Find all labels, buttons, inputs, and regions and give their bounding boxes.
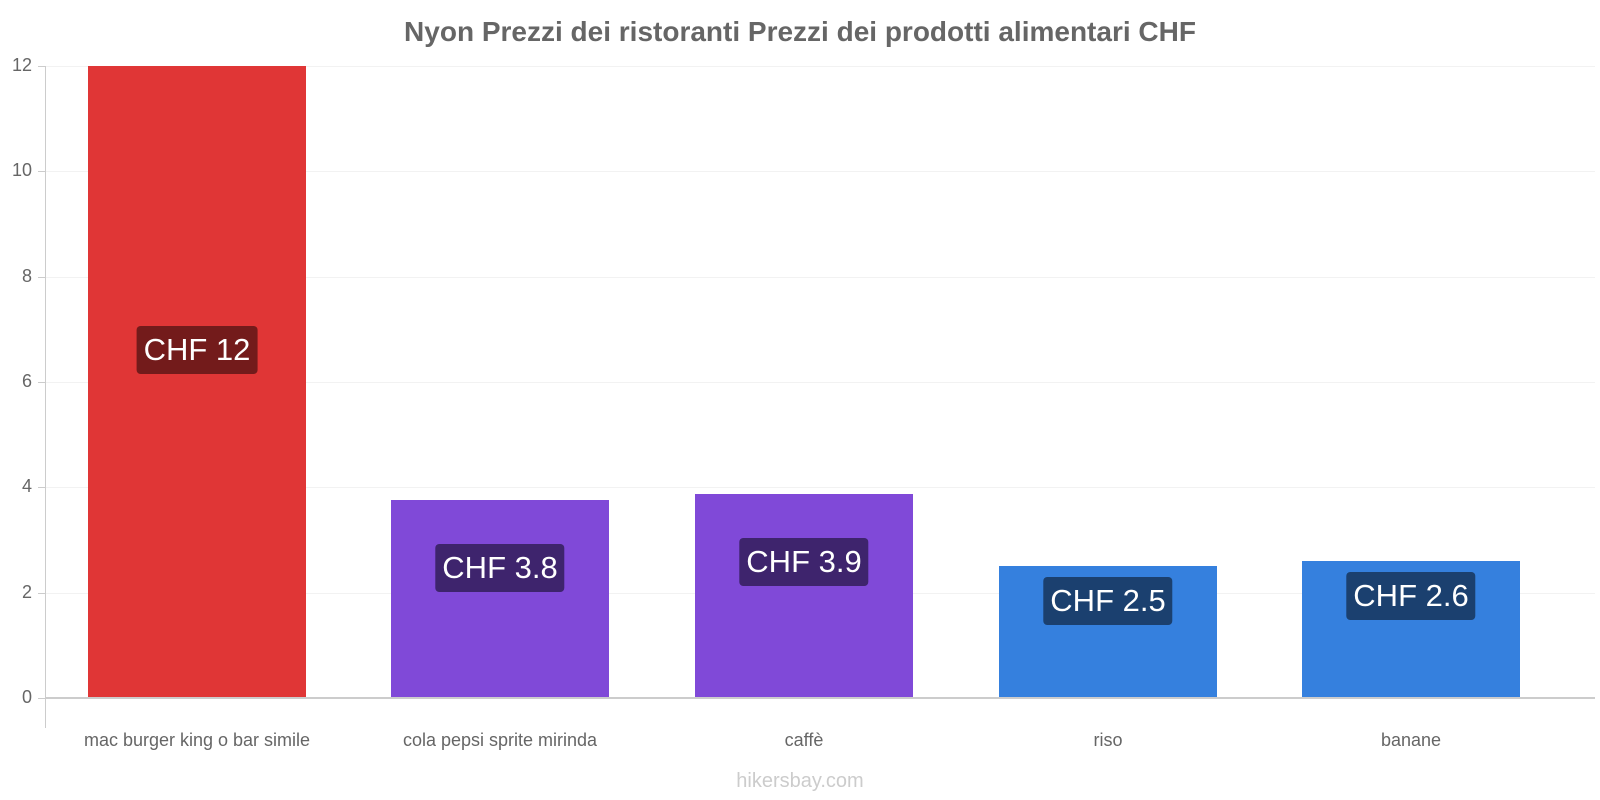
- bar-value-label: CHF 2.5: [1043, 577, 1173, 626]
- x-tick-label: mac burger king o bar simile: [83, 730, 311, 750]
- chart-title: Nyon Prezzi dei ristoranti Prezzi dei pr…: [404, 16, 1196, 47]
- y-tick-label: 8: [21, 265, 32, 286]
- y-tick-mark: [38, 276, 45, 278]
- y-tick-mark: [38, 698, 45, 699]
- y-tick-label: 10: [11, 160, 32, 181]
- bar: [695, 494, 913, 698]
- x-tick-label: riso: [1093, 730, 1123, 750]
- gridline: [45, 66, 1595, 67]
- y-tick-mark: [38, 487, 45, 489]
- y-tick-label: 4: [21, 476, 32, 497]
- bar: [88, 66, 306, 698]
- gridline: [45, 487, 1595, 489]
- y-tick-label: 0: [21, 687, 32, 707]
- y-tick-mark: [38, 171, 45, 173]
- y-tick-label: 6: [21, 371, 32, 391]
- x-axis-line: [45, 697, 1595, 699]
- x-tick-label: caffè: [784, 730, 824, 750]
- bar-value-label: CHF 2.6: [1346, 572, 1476, 621]
- y-tick-mark: [38, 382, 45, 383]
- gridline: [45, 171, 1595, 173]
- bar: [391, 499, 609, 698]
- gridline: [45, 276, 1595, 278]
- x-tick-label: cola pepsi sprite mirinda: [402, 730, 598, 750]
- y-tick-label: 12: [11, 55, 32, 75]
- y-axis-line: [45, 66, 46, 728]
- x-tick-label: banane: [1380, 730, 1442, 750]
- gridline: [45, 382, 1595, 383]
- y-tick-mark: [38, 592, 45, 594]
- bar-value-label: CHF 3.8: [435, 543, 565, 592]
- bar-value-label: CHF 12: [136, 326, 258, 374]
- bar-value-label: CHF 3.9: [739, 538, 869, 587]
- y-tick-mark: [38, 66, 45, 67]
- y-tick-label: 2: [21, 581, 32, 602]
- source-watermark: hikersbay.com: [736, 770, 864, 792]
